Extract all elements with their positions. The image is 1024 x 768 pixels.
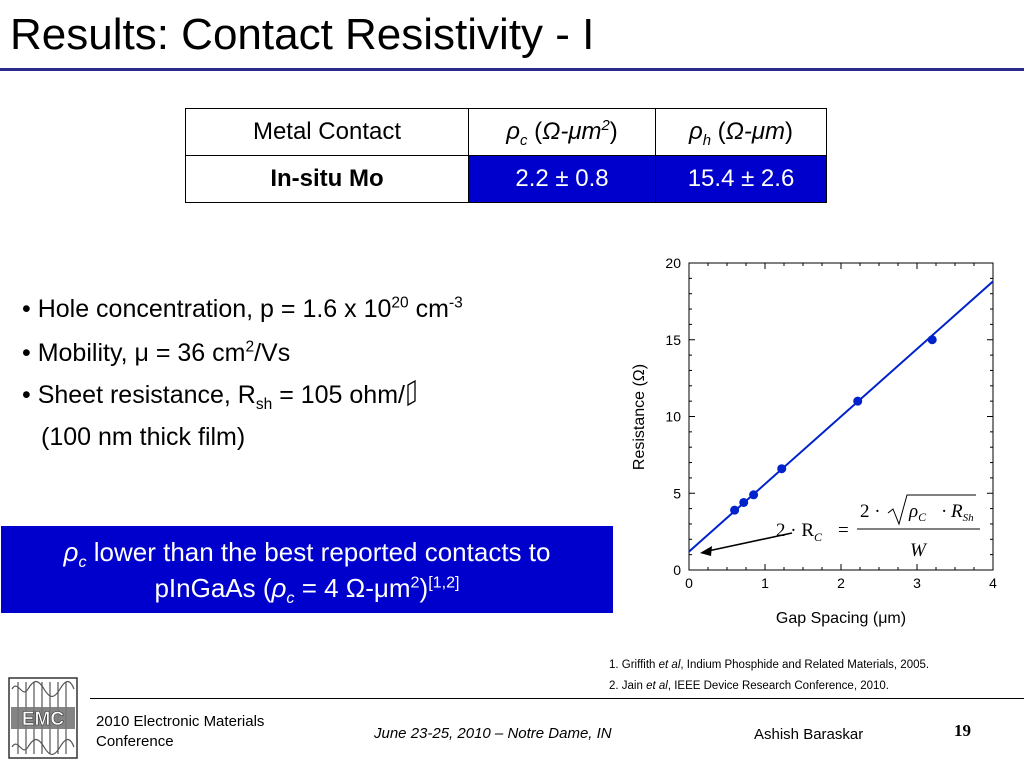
row-rho-h-value: 15.4 ± 2.6 <box>655 155 827 203</box>
footer-date-location: June 23-25, 2010 – Notre Dame, IN <box>374 725 612 742</box>
formula-rho-c: ρC <box>908 501 927 524</box>
x-axis-label: Gap Spacing (μm) <box>776 610 906 627</box>
header-metal-contact: Metal Contact <box>185 108 469 156</box>
data-point <box>730 505 740 515</box>
y-axis-label: Resistance (Ω) <box>631 364 648 470</box>
table-row: In-situ Mo 2.2 ± 0.8 15.4 ± 2.6 <box>185 155 827 203</box>
header-rho-c: ρc (Ω-μm2) <box>468 108 656 156</box>
formula-lhs: 2 · RC <box>776 520 823 544</box>
logo-text: EMC <box>22 709 65 730</box>
data-point <box>739 497 749 507</box>
x-tick-label: 4 <box>989 575 997 591</box>
bullet-hole-concentration: • Hole concentration, p = 1.6 x 1020 cm-… <box>22 294 463 323</box>
data-point <box>927 335 937 345</box>
y-tick-label: 0 <box>673 562 681 578</box>
y-tick-label: 10 <box>665 409 681 425</box>
bullet-film-thickness: (100 nm thick film) <box>41 423 246 451</box>
row-metal-name: In-situ Mo <box>185 155 469 203</box>
footer-divider <box>90 698 1024 699</box>
y-tick-label: 20 <box>665 255 681 271</box>
formula-r-sh: RSh <box>950 501 974 524</box>
slide-title: Results: Contact Resistivity - I <box>10 10 595 59</box>
page-number: 19 <box>954 721 971 740</box>
footer-conference: 2010 Electronic Materials Conference <box>96 713 265 750</box>
reference-2: 2. Jain et al, IEEE Device Research Conf… <box>609 680 890 692</box>
formula-equals: = <box>838 520 849 541</box>
emc-logo: EMC <box>8 677 78 759</box>
header-rho-h: ρh (Ω-μm) <box>655 108 827 156</box>
references: 1. Griffith et al, Indium Phosphide and … <box>609 655 929 697</box>
sqrt-sign <box>887 494 976 526</box>
highlight-line-2: pInGaAs (ρc = 4 Ω-μm2)[1,2] <box>154 573 460 608</box>
arrow-to-intercept <box>700 532 793 556</box>
bullet-mobility: • Mobility, μ = 36 cm2/Vs <box>22 338 291 367</box>
data-point <box>777 464 787 474</box>
formula-numerator-coef: 2 · <box>860 501 881 522</box>
contact-resistivity-table: Metal Contact ρc (Ω-μm2) ρh (Ω-μm) In-si… <box>185 108 827 203</box>
formula-denominator: W <box>910 540 928 561</box>
reference-1: 1. Griffith et al, Indium Phosphide and … <box>609 659 930 671</box>
y-tick-label: 5 <box>673 485 681 501</box>
x-tick-label: 0 <box>685 575 693 591</box>
table-header-row: Metal Contact ρc (Ω-μm2) ρh (Ω-μm) <box>185 108 827 156</box>
tick-labels: 0 1 2 3 4 0 5 10 15 20 <box>665 255 997 591</box>
formula-dot: · <box>941 501 947 522</box>
bullet-sheet-resistance: • Sheet resistance, Rsh = 105 ohm/ <box>22 379 419 412</box>
data-point <box>853 396 863 406</box>
square-symbol-icon <box>407 379 416 407</box>
y-tick-label: 15 <box>665 332 681 348</box>
highlight-box: ρc lower than the best reported contacts… <box>1 526 613 613</box>
data-points <box>730 335 937 515</box>
x-tick-label: 3 <box>913 575 921 591</box>
data-point <box>749 490 759 500</box>
footer-author: Ashish Baraskar <box>754 726 864 743</box>
axis-ticks <box>688 262 994 571</box>
resistance-vs-gap-chart: 0 1 2 3 4 0 5 10 15 20 Gap Spacing (μm) Resistanc… <box>631 255 997 627</box>
x-tick-label: 1 <box>761 575 769 591</box>
row-rho-c-value: 2.2 ± 0.8 <box>468 155 656 203</box>
fit-line <box>688 280 994 553</box>
x-tick-label: 2 <box>837 575 845 591</box>
highlight-line-1: ρc lower than the best reported contacts… <box>63 537 551 572</box>
formula-annotation: 2 · RC = 2 · ρC · RSh W <box>776 494 980 561</box>
title-divider <box>0 68 1024 71</box>
